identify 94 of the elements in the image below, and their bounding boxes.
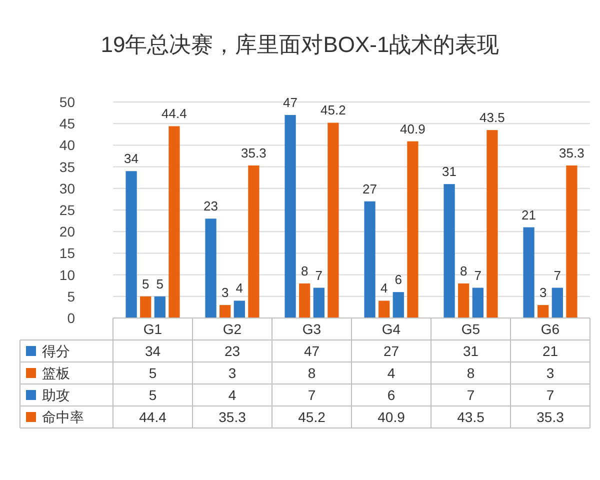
text: 27 xyxy=(383,343,400,359)
text: 40.9 xyxy=(378,409,406,425)
bar xyxy=(248,166,260,318)
data-label: 47 xyxy=(283,94,298,110)
x-tick-label: G6 xyxy=(540,321,560,337)
text: 47 xyxy=(304,343,320,359)
bar xyxy=(284,114,296,318)
y-tick-label: 10 xyxy=(59,266,76,283)
data-label: 8 xyxy=(460,263,468,278)
data-label: 5 xyxy=(142,276,150,292)
bar xyxy=(566,166,578,318)
text: 34 xyxy=(144,343,161,359)
bar xyxy=(444,184,455,318)
text: 23 xyxy=(224,343,240,359)
data-label: 40.9 xyxy=(400,121,426,136)
x-tick-label: G3 xyxy=(302,321,322,337)
bar xyxy=(486,130,498,318)
data-label: 7 xyxy=(554,268,562,283)
data-label: 27 xyxy=(362,181,378,196)
data-label: 3 xyxy=(539,285,547,300)
text: 4 xyxy=(228,387,236,403)
data-label: 21 xyxy=(522,207,536,222)
text: 21 xyxy=(542,343,558,359)
x-tick-label: G4 xyxy=(382,321,401,337)
bar xyxy=(205,218,216,318)
bar xyxy=(154,296,166,318)
data-label: 5 xyxy=(156,276,164,292)
text: 8 xyxy=(466,365,475,381)
bar xyxy=(458,283,470,318)
text: 3 xyxy=(228,365,236,381)
legend-label: 得分 xyxy=(42,343,70,359)
data-label: 7 xyxy=(474,268,482,283)
data-label: 45.2 xyxy=(320,102,346,118)
data-label: 4 xyxy=(236,280,244,296)
y-tick-label: 15 xyxy=(59,245,76,262)
y-tick-label: 45 xyxy=(59,116,76,132)
legend-label: 篮板 xyxy=(42,365,70,381)
bar xyxy=(313,288,324,318)
text: 5 xyxy=(148,387,157,403)
x-tick-label: G2 xyxy=(222,321,242,337)
y-tick-label: 0 xyxy=(67,310,76,326)
text: 4 xyxy=(387,365,396,381)
text: 45.2 xyxy=(298,409,326,425)
y-tick-label: 50 xyxy=(59,94,76,110)
text: 5 xyxy=(148,365,157,381)
data-label: 31 xyxy=(442,164,457,180)
y-tick-label: 30 xyxy=(59,180,76,196)
bar xyxy=(392,292,404,318)
data-label: 34 xyxy=(124,151,139,166)
text: 6 xyxy=(387,387,396,403)
y-tick-label: 25 xyxy=(59,202,76,218)
text: 35.3 xyxy=(536,409,564,425)
bar xyxy=(328,122,339,318)
y-tick-label: 35 xyxy=(59,158,76,175)
bar xyxy=(552,288,563,318)
y-tick-label: 40 xyxy=(59,137,76,154)
bar xyxy=(523,227,534,318)
bar xyxy=(126,171,137,318)
data-label: 44.4 xyxy=(162,106,187,122)
text: 8 xyxy=(308,365,316,381)
data-label: 6 xyxy=(394,272,402,288)
data-label: 4 xyxy=(380,280,388,296)
data-label: 35.3 xyxy=(241,146,266,161)
chart-title: 19年总决赛，库里面对BOX-1战术的表现 xyxy=(100,32,500,57)
data-label: 43.5 xyxy=(480,110,505,126)
data-label: 8 xyxy=(300,263,308,278)
bar xyxy=(472,288,484,318)
bar xyxy=(364,201,376,318)
x-tick-label: G5 xyxy=(461,321,480,337)
text: 31 xyxy=(462,343,479,359)
data-label: 3 xyxy=(221,285,229,300)
bar xyxy=(378,300,390,318)
text: 7 xyxy=(308,387,316,403)
text: 43.5 xyxy=(457,409,485,425)
bar xyxy=(299,283,310,318)
bar xyxy=(140,296,152,318)
legend-label: 助攻 xyxy=(42,387,70,403)
y-tick-label: 20 xyxy=(59,224,76,240)
x-tick-label: G1 xyxy=(143,321,162,337)
bar xyxy=(220,305,231,318)
text: 44.4 xyxy=(139,409,167,425)
bar xyxy=(234,300,245,318)
data-label: 35.3 xyxy=(559,146,584,161)
bar xyxy=(407,141,418,318)
data-label: 23 xyxy=(204,198,218,214)
y-tick-label: 5 xyxy=(67,288,76,304)
bar xyxy=(538,305,549,318)
bar xyxy=(168,126,180,318)
text: 3 xyxy=(546,365,554,381)
text: 7 xyxy=(466,387,475,403)
data-label: 7 xyxy=(315,268,323,283)
text: 35.3 xyxy=(218,409,246,425)
text: 7 xyxy=(546,387,554,403)
legend-label: 命中率 xyxy=(42,409,84,425)
